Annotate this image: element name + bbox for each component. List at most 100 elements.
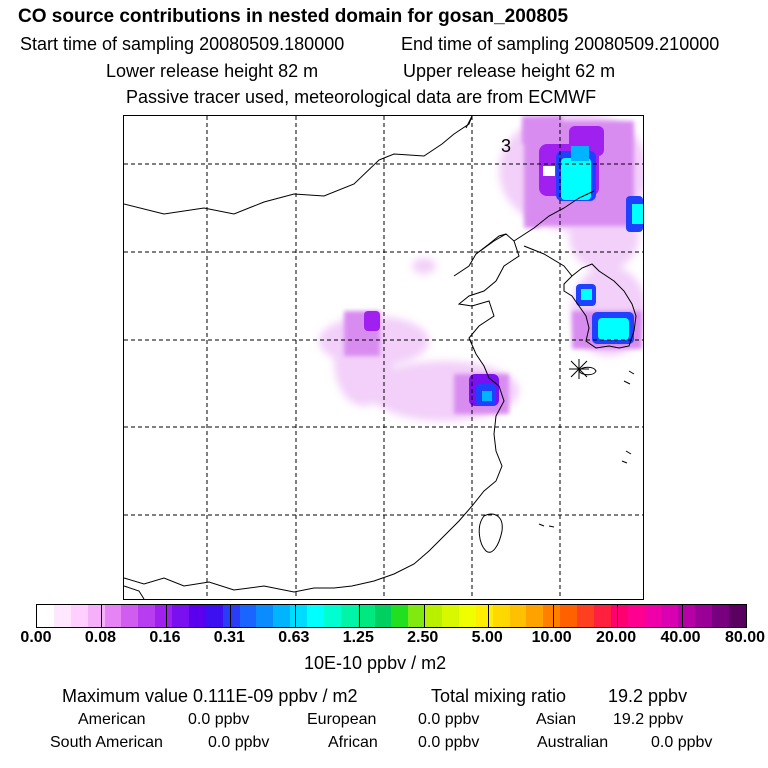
- hainan: [124, 585, 145, 599]
- colorbar-label: 0.16: [149, 629, 181, 646]
- colorbar-cell: [695, 605, 712, 627]
- colorbar-cell: [104, 605, 122, 627]
- upper-release-label: Upper release height 62 m: [403, 61, 616, 81]
- colorbar-cell: [627, 605, 645, 627]
- coast-liaodong: [475, 233, 507, 255]
- colorbar-cell: [728, 605, 746, 627]
- colorbar-cell: [239, 605, 257, 627]
- colorbar-tick: [617, 605, 619, 627]
- taiwan: [478, 513, 503, 553]
- african-value: 0.0 ppbv: [418, 734, 480, 751]
- colorbar-cell: [155, 605, 172, 627]
- colorbar-cell: [37, 605, 54, 627]
- colorbar-cell: [408, 605, 426, 627]
- american-value: 0.0 ppbv: [188, 711, 250, 728]
- colorbar-tick: [230, 605, 232, 627]
- map-region-label: 3: [501, 136, 511, 156]
- australian-value: 0.0 ppbv: [651, 734, 713, 751]
- colorbar-cell: [543, 605, 561, 627]
- colorbar-cell: [307, 605, 324, 627]
- colorbar-tick: [552, 605, 554, 627]
- colorbar-cell: [87, 605, 105, 627]
- colorbar-cell: [188, 605, 206, 627]
- plume-north-spot: [412, 258, 436, 274]
- colorbar-cell: [273, 605, 291, 627]
- colorbar-label: 0.08: [84, 629, 117, 646]
- plume-yangtze-sky: [482, 391, 492, 401]
- colorbar-cell: [526, 605, 544, 627]
- islands-east: [538, 370, 635, 528]
- american-label: American: [78, 711, 146, 728]
- colorbar-tick: [681, 605, 683, 627]
- colorbar-cell: [70, 605, 88, 627]
- south-american-value: 0.0 ppbv: [208, 734, 270, 751]
- tracer-note: Passive tracer used, meteorological data…: [126, 87, 597, 107]
- colorbar-label: 0.00: [20, 629, 52, 646]
- colorbar-cell: [323, 605, 341, 627]
- colorbar-cell: [458, 605, 476, 627]
- colorbar-cell: [205, 605, 223, 627]
- plume-ne-magenta-top: [522, 116, 562, 144]
- colorbar-cell: [661, 605, 679, 627]
- colorbar-cell: [121, 605, 139, 627]
- asian-value: 19.2 ppbv: [613, 711, 684, 728]
- australian-label: Australian: [537, 734, 609, 751]
- colorbar-tick: [488, 605, 490, 627]
- african-label: African: [328, 734, 378, 751]
- colorbar-cell: [374, 605, 392, 627]
- colorbar-tick: [101, 605, 103, 627]
- start-time-label: Start time of sampling 20080509.180000: [20, 34, 345, 54]
- colorbar-cell: [340, 605, 358, 627]
- map-canvas: 3: [124, 116, 643, 599]
- coastlines: [124, 116, 637, 599]
- colorbar-tick: [359, 605, 361, 627]
- colorbar-cell: [577, 605, 594, 627]
- colorbar-label: 20.00: [596, 629, 637, 646]
- colorbar-label: 5.00: [471, 629, 503, 646]
- colorbar: [36, 604, 747, 628]
- colorbar-cell: [644, 605, 662, 627]
- colorbar-cell: [425, 605, 442, 627]
- south-american-label: South American: [50, 734, 163, 751]
- plume-small-magenta: [524, 214, 540, 228]
- colorbar-tick: [423, 605, 425, 627]
- plume-korea-s-cyan: [598, 318, 629, 340]
- lower-release-label: Lower release height 82 m: [106, 61, 319, 81]
- colorbar-label: 0.63: [278, 629, 310, 646]
- european-label: European: [307, 711, 377, 728]
- colorbar-label: 2.50: [407, 629, 439, 646]
- colorbar-label: 80.00: [724, 629, 766, 646]
- coast-korea: [563, 263, 637, 349]
- border-korea-china: [513, 190, 595, 242]
- colorbar-tick: [165, 605, 167, 627]
- colorbar-cell: [610, 605, 628, 627]
- receptor-marker-icon: [569, 359, 589, 379]
- plume-ne-sky: [571, 146, 589, 161]
- graticule: [124, 116, 643, 599]
- border-south: [124, 577, 334, 593]
- colorbar-cell: [475, 605, 493, 627]
- coast-bohai: [333, 233, 520, 589]
- colorbar-cell: [712, 605, 729, 627]
- total-mixing-value: 19.2 ppbv: [608, 686, 688, 706]
- units-label: 10E-10 ppbv / m2: [304, 653, 447, 673]
- colorbar-tick: [294, 605, 296, 627]
- border-northeast: [465, 116, 473, 129]
- colorbar-label: 10.00: [531, 629, 572, 646]
- total-mixing-label: Total mixing ratio: [431, 686, 567, 706]
- chart-title: CO source contributions in nested domain…: [18, 6, 569, 27]
- plume-west-purple: [364, 311, 380, 331]
- colorbar-label: 1.25: [342, 629, 374, 646]
- plume-east-cyan: [632, 204, 643, 224]
- plume-ne-cyan: [561, 158, 591, 200]
- plume-ne-white: [543, 166, 555, 176]
- colorbar-cell: [357, 605, 375, 627]
- colorbar-label: 40.00: [660, 629, 701, 646]
- colorbar-cell: [442, 605, 459, 627]
- colorbar-cell: [509, 605, 527, 627]
- colorbar-cell: [138, 605, 156, 627]
- colorbar-cell: [53, 605, 71, 627]
- european-value: 0.0 ppbv: [418, 711, 480, 728]
- map-panel: 3: [123, 115, 644, 600]
- colorbar-cell: [492, 605, 510, 627]
